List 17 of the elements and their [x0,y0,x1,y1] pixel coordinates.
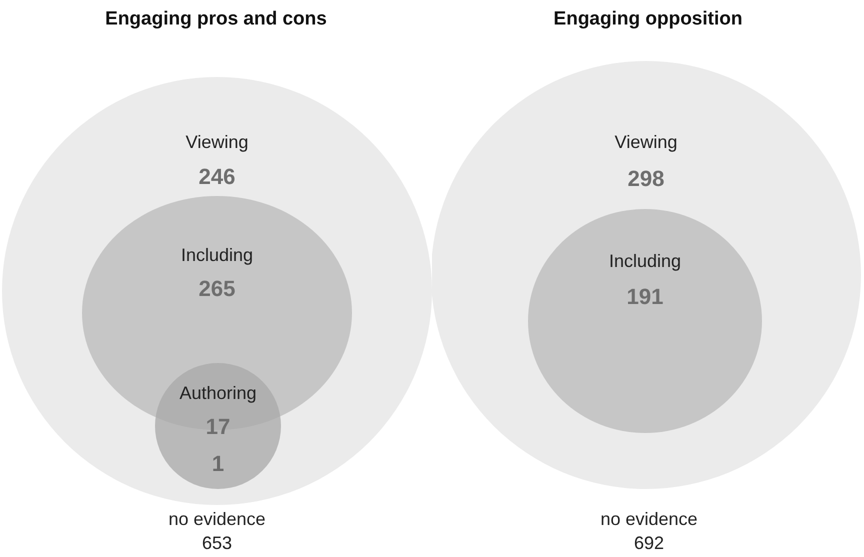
category-label: Authoring [179,382,257,403]
data-label: 653 [202,532,232,553]
data-label: 265 [198,276,236,302]
data-label: 191 [626,284,664,310]
data-label: 1 [212,451,224,476]
category-label: Viewing [614,132,678,152]
category-label: Viewing [186,132,248,152]
data-label: 298 [628,166,664,192]
category-label: no evidence [168,508,266,529]
text: Engaging pros and cons [105,8,327,30]
category-label: no evidence [600,508,698,529]
data-label: 246 [198,164,236,190]
data-label: 17 [206,414,230,440]
data-label: 692 [634,532,664,553]
text: Engaging opposition [554,8,742,30]
category-label: Including [180,244,254,265]
category-label: Including [608,250,682,271]
